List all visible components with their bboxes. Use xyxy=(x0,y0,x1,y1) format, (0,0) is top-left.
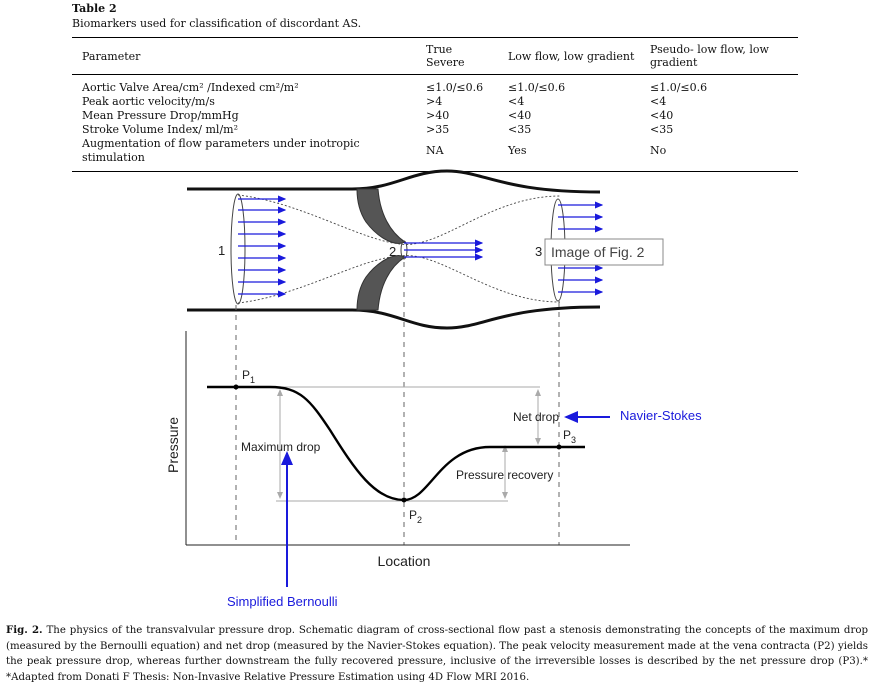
table-cell: Stroke Volume Index/ ml/m² xyxy=(82,123,238,136)
streamline-top xyxy=(237,194,561,245)
table-row: Mean Pressure Drop/mmHg >40 <40 <40 xyxy=(72,109,798,123)
table-cell: ≤1.0/≤0.6 xyxy=(508,81,566,94)
table-cell: No xyxy=(650,144,667,157)
valve-leaflet-top xyxy=(356,188,406,244)
column-header: Pseudo- low flow, low gradient xyxy=(650,43,769,69)
maximum-drop-label: Maximum drop xyxy=(241,440,321,454)
valve-leaflet-bottom xyxy=(356,255,406,311)
column-header: Low flow, low gradient xyxy=(508,49,635,63)
p2-label: P2 xyxy=(409,508,422,525)
section-label-3: 3 xyxy=(535,244,542,259)
table-cell: Mean Pressure Drop/mmHg xyxy=(82,109,239,122)
table-cell: Aortic Valve Area/cm² /Indexed cm²/m² xyxy=(82,81,299,94)
table-cell: >40 xyxy=(426,109,450,122)
table-cell: ≤1.0/≤0.6 xyxy=(426,81,484,94)
table-cell: NA xyxy=(426,144,444,157)
column-header: Parameter xyxy=(82,49,141,63)
table-cell: Peak aortic velocity/m/s xyxy=(82,95,215,108)
simplified-bernoulli-label: Simplified Bernoulli xyxy=(227,594,338,609)
table-cell: <40 xyxy=(650,109,674,122)
image-tooltip: Image of Fig. 2 xyxy=(544,238,664,266)
pressure-recovery-label: Pressure recovery xyxy=(456,468,553,482)
pressure-curve xyxy=(207,385,585,502)
pressure-drop-figure: 1 2 3 Image of Fig. 2 P1 P2 P3 Maximum d… xyxy=(165,169,702,609)
streamline-bottom xyxy=(237,255,561,304)
y-axis-label: Pressure xyxy=(165,417,181,473)
p3-point xyxy=(556,444,562,450)
cross-section-1 xyxy=(230,193,246,305)
net-drop-label: Net drop xyxy=(513,410,559,424)
table-cell: <35 xyxy=(508,123,532,136)
table-cell: <35 xyxy=(650,123,674,136)
figure-caption-label: Fig. 2. xyxy=(6,624,43,636)
table-header-row: Parameter True Severe Low flow, low grad… xyxy=(72,37,798,75)
jet-arrows xyxy=(404,239,484,261)
tooltip-text: Image of Fig. 2 xyxy=(551,244,645,260)
outflow-arrows xyxy=(558,201,604,296)
table-cell: <4 xyxy=(508,95,525,108)
p3-label: P3 xyxy=(563,428,576,445)
vessel-bottom-wall xyxy=(187,305,601,330)
table-title: Table 2 xyxy=(72,2,117,15)
table-cell: Yes xyxy=(508,144,527,157)
table-row: Peak aortic velocity/m/s >4 <4 <4 xyxy=(72,95,798,109)
inflow-arrows xyxy=(238,195,287,298)
table-cell: ≤1.0/≤0.6 xyxy=(650,81,708,94)
p2-point xyxy=(401,497,407,503)
navier-stokes-label: Navier-Stokes xyxy=(620,408,702,423)
vessel-top-wall xyxy=(187,169,601,194)
x-axis-label: Location xyxy=(378,553,431,569)
table-cell: >35 xyxy=(426,123,450,136)
table-row: Stroke Volume Index/ ml/m² >35 <35 <35 xyxy=(72,123,798,137)
table-row: Aortic Valve Area/cm² /Indexed cm²/m² ≤1… xyxy=(72,75,798,96)
table-cell: >4 xyxy=(426,95,443,108)
figure-caption-text: The physics of the transvalvular pressur… xyxy=(6,625,868,683)
table-cell: <4 xyxy=(650,95,667,108)
column-header: True Severe xyxy=(426,43,465,69)
p1-label: P1 xyxy=(242,368,255,385)
table-cell: Augmentation of flow parameters under in… xyxy=(82,137,360,164)
table-cell: <40 xyxy=(508,109,532,122)
section-guides xyxy=(235,262,560,545)
section-label-1: 1 xyxy=(218,243,225,258)
table-caption: Biomarkers used for classification of di… xyxy=(72,17,362,30)
section-label-2: 2 xyxy=(389,244,396,259)
p1-point xyxy=(233,384,239,390)
figure-caption: Fig. 2. The physics of the transvalvular… xyxy=(6,623,868,685)
